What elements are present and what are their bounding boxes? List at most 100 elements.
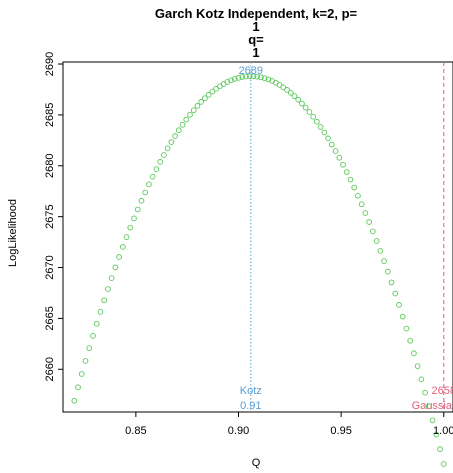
data-point <box>231 76 238 82</box>
data-point <box>403 325 410 332</box>
data-point <box>377 248 384 254</box>
data-point <box>373 238 380 244</box>
chart-title-line-2: 1 <box>252 19 259 34</box>
data-point <box>179 121 186 128</box>
data-point <box>392 290 399 297</box>
y-tick-label: 2685 <box>44 103 56 127</box>
data-point <box>97 309 104 315</box>
data-point <box>209 88 216 95</box>
data-point <box>347 176 354 183</box>
data-point <box>146 181 152 188</box>
x-axis-label: Q <box>252 457 261 469</box>
data-point <box>302 104 309 111</box>
data-point <box>414 363 421 369</box>
x-tick-label: 1.00 <box>433 425 453 437</box>
y-tick-label: 2665 <box>44 306 56 330</box>
data-point <box>202 95 208 102</box>
data-point <box>317 124 324 130</box>
y-axis: 2660 2665 2670 2675 2680 2685 2690 <box>44 52 63 382</box>
y-tick-label: 2660 <box>44 357 56 381</box>
data-point <box>119 244 126 250</box>
data-point <box>112 264 119 271</box>
data-point <box>287 90 294 96</box>
data-point <box>384 268 391 275</box>
data-point <box>306 109 313 115</box>
data-point <box>325 135 331 142</box>
data-point <box>183 116 190 123</box>
data-point <box>321 129 328 136</box>
y-tick-label: 2680 <box>44 154 56 178</box>
data-point <box>86 345 93 352</box>
plot-area: 2689 Kotz 0.91 2658 Gaussia <box>62 61 453 467</box>
data-point <box>254 73 261 80</box>
data-point <box>116 254 122 260</box>
data-point <box>343 169 350 175</box>
data-point <box>429 417 436 424</box>
chart-title-line-1: Garch Kotz Independent, k=2, p= <box>155 6 358 21</box>
chart-title-line-3: q= <box>248 32 264 47</box>
y-tick-label: 2670 <box>44 255 56 279</box>
data-point <box>78 371 85 377</box>
data-point <box>355 192 361 199</box>
data-point <box>168 139 175 145</box>
data-point <box>261 75 268 82</box>
data-point <box>246 73 253 80</box>
data-point <box>437 446 443 452</box>
data-point <box>235 74 242 81</box>
data-point <box>280 84 287 91</box>
kotz-peak-value-label: 2689 <box>239 65 263 77</box>
data-point <box>299 100 305 107</box>
gaussian-label: Gaussia <box>412 400 453 412</box>
data-point <box>213 85 219 92</box>
x-tick-label: 0.95 <box>330 425 351 437</box>
data-point <box>108 275 115 281</box>
data-point <box>362 210 369 216</box>
data-point <box>239 74 246 80</box>
kotz-label: Kotz <box>240 385 262 397</box>
data-point <box>358 201 365 208</box>
data-point <box>258 74 264 81</box>
x-axis: 0.85 0.90 0.95 1.00 <box>125 412 453 437</box>
data-point <box>336 154 343 161</box>
plot-frame <box>62 61 453 413</box>
data-point <box>399 313 406 320</box>
data-point <box>198 99 205 105</box>
data-point <box>187 111 193 118</box>
y-tick-label: 2675 <box>44 204 56 228</box>
data-point <box>388 279 395 286</box>
chart-title-line-4: 1 <box>252 45 259 60</box>
data-point <box>340 161 346 168</box>
data-point <box>381 258 387 264</box>
data-point <box>142 189 149 196</box>
data-point <box>411 350 417 357</box>
data-point <box>250 73 257 80</box>
x-tick-label: 0.90 <box>228 425 249 437</box>
y-axis-label: LogLikelihood <box>7 199 19 267</box>
data-point <box>291 93 298 99</box>
data-point <box>71 397 78 404</box>
data-point <box>295 96 302 103</box>
y-tick-label: 2690 <box>44 52 56 76</box>
data-point <box>433 431 440 438</box>
data-point <box>396 302 402 308</box>
data-point <box>164 145 171 152</box>
data-point <box>265 76 272 83</box>
data-point <box>407 337 414 344</box>
data-point <box>149 173 156 180</box>
data-point <box>332 148 339 154</box>
data-point <box>131 215 137 222</box>
kotz-q-label: 0.91 <box>240 400 261 412</box>
data-point <box>194 103 201 109</box>
data-point <box>243 73 249 80</box>
data-point <box>228 77 234 84</box>
data-point <box>440 461 447 467</box>
data-point <box>82 358 89 364</box>
data-point <box>190 107 197 114</box>
data-point <box>425 403 432 410</box>
data-point <box>366 219 372 225</box>
data-point <box>284 87 290 93</box>
data-point <box>351 184 358 191</box>
data-point <box>310 113 316 120</box>
data-point <box>90 332 96 339</box>
